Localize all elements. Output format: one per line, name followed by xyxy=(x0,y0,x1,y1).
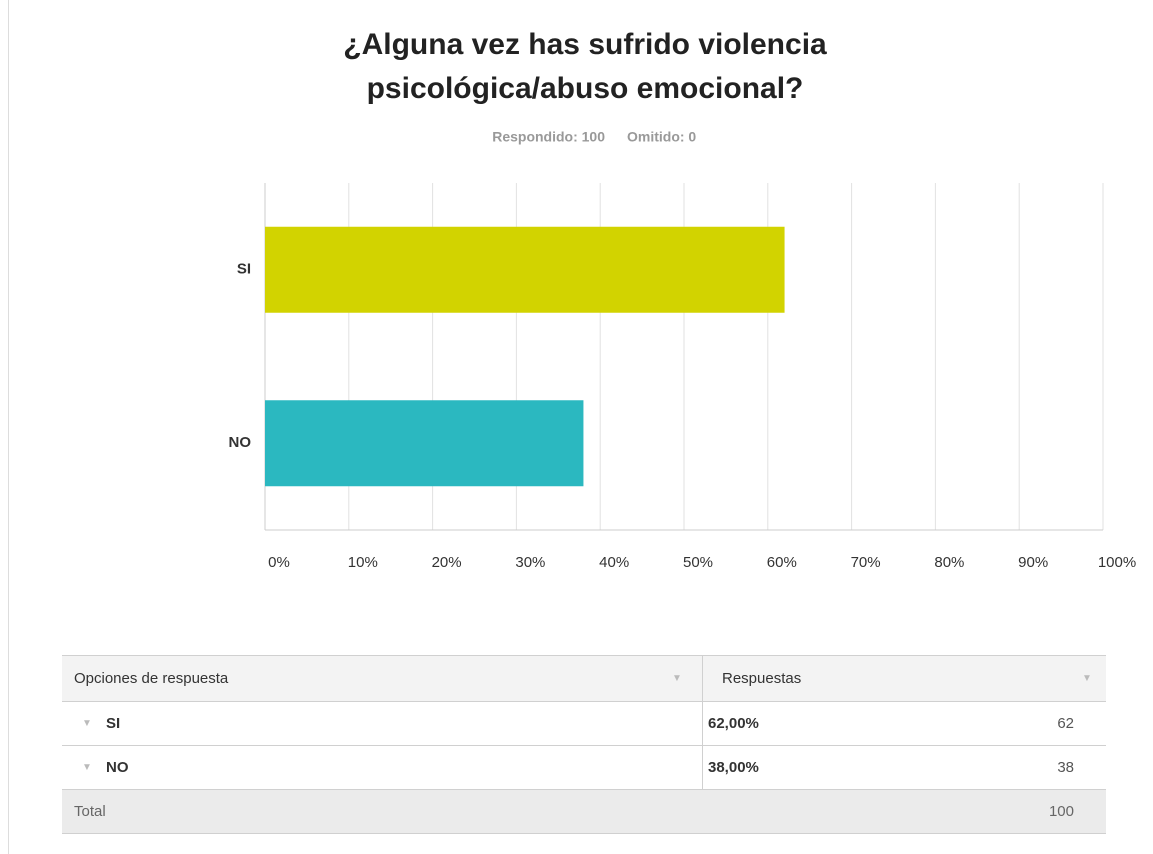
expand-caret[interactable]: ▼ xyxy=(82,718,92,729)
count: 62 xyxy=(1057,715,1074,732)
sort-caret[interactable]: ▼ xyxy=(1082,673,1092,684)
x-tick-label: 80% xyxy=(934,554,964,571)
header-cell: Respuestas xyxy=(722,670,802,687)
left-border xyxy=(8,0,9,854)
total-row: Total 100 xyxy=(62,790,1106,834)
total-label: Total xyxy=(74,803,106,820)
answered: Respondido: 100 xyxy=(492,129,605,145)
x-tick-label: 20% xyxy=(432,554,462,571)
y-tick-label: NO xyxy=(229,434,252,451)
option: NO xyxy=(106,759,129,776)
x-tick-label: 40% xyxy=(599,554,629,571)
bar xyxy=(265,226,785,313)
header-cell: Opciones de respuesta xyxy=(74,670,229,687)
divider xyxy=(702,702,703,745)
table-row: ▼ SI 62,00% 62 xyxy=(62,702,1106,746)
option: SI xyxy=(106,715,121,732)
y-tick-label: SI xyxy=(237,261,251,278)
x-tick-label: 0% xyxy=(268,554,290,571)
count: 38 xyxy=(1057,759,1074,776)
x-tick-label: 70% xyxy=(851,554,881,571)
expand-caret[interactable]: ▼ xyxy=(82,762,92,773)
x-tick-label: 30% xyxy=(515,554,545,571)
percent: 62,00% xyxy=(708,715,759,732)
table-row: ▼ NO 38,00% 38 xyxy=(62,746,1106,790)
percent: 38,00% xyxy=(708,759,759,776)
x-tick-label: 90% xyxy=(1018,554,1048,571)
chart: ¿Alguna vez has sufrido violencia psicol… xyxy=(229,28,1137,571)
divider xyxy=(702,656,703,701)
x-tick-label: 60% xyxy=(767,554,797,571)
table: Opciones de respuesta ▼ Respuestas ▼ ▼ SI… xyxy=(62,655,1106,834)
x-tick-label: 100% xyxy=(1098,554,1136,571)
table-header: Opciones de respuesta ▼ Respuestas ▼ xyxy=(62,656,1106,702)
total-count: 100 xyxy=(1048,803,1074,820)
bar xyxy=(265,400,584,487)
chart-title: psicológica/abuso emocional? xyxy=(367,72,804,105)
chart-title: ¿Alguna vez has sufrido violencia xyxy=(343,28,827,61)
sort-caret[interactable]: ▼ xyxy=(672,673,682,684)
x-tick-label: 50% xyxy=(683,554,713,571)
divider xyxy=(702,746,703,789)
skipped: Omitido: 0 xyxy=(627,129,696,145)
x-tick-label: 10% xyxy=(348,554,378,571)
